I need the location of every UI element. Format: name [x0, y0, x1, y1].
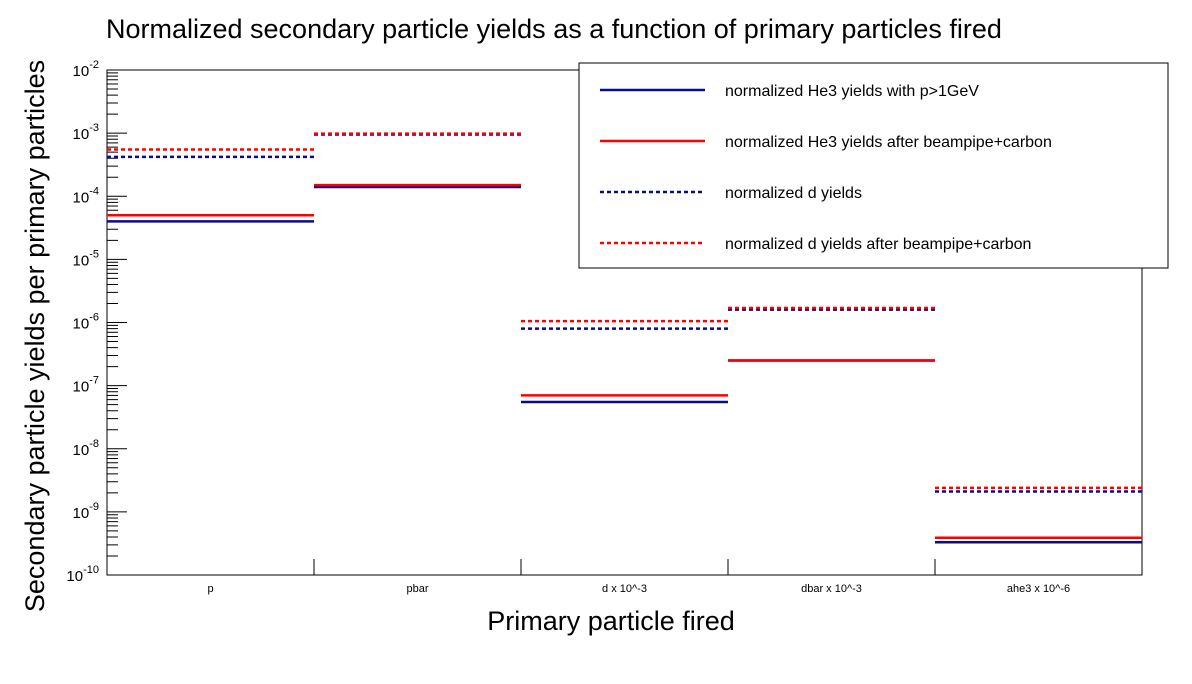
y-axis-title: Secondary particle yields per primary pa… [20, 60, 50, 612]
x-axis: p pbar d x 10^-3 dbar x 10^-3 ahe3 x 10^-6 [207, 559, 1070, 595]
x-tick-label: pbar [406, 583, 428, 595]
series-layer [107, 132, 1142, 544]
x-tick-label: ahe3 x 10^-6 [1007, 583, 1070, 595]
y-tick-label: 10-4 [73, 185, 99, 206]
chart-title: Normalized secondary particle yields as … [106, 14, 1002, 44]
legend-label: normalized He3 yields after beampipe+car… [725, 134, 1052, 151]
legend-box [578, 62, 1169, 269]
y-tick-label: 10-8 [73, 438, 99, 459]
x-tick-label: dbar x 10^-3 [801, 583, 862, 595]
y-tick-label: 10-9 [73, 501, 99, 522]
y-tick-label: 10-5 [73, 248, 99, 269]
y-tick-label: 10-7 [73, 375, 99, 396]
legend-label: normalized d yields after beampipe+carbo… [725, 236, 1031, 253]
x-tick-label: p [207, 583, 213, 595]
y-tick-label: 10-10 [66, 564, 99, 585]
y-tick-label: 10-6 [73, 312, 99, 333]
y-axis: 10-10 10-9 10-8 10-7 10-6 10-5 10-4 10-3 10-2 [66, 59, 127, 585]
x-tick-label: d x 10^-3 [602, 583, 647, 595]
legend: normalized He3 yields with p>1GeV normali… [578, 62, 1169, 269]
x-axis-title: Primary particle fired [487, 606, 735, 636]
y-tick-label: 10-2 [73, 59, 99, 80]
y-tick-label: 10-3 [73, 122, 99, 143]
legend-label: normalized He3 yields with p>1GeV [725, 83, 979, 100]
legend-label: normalized d yields [725, 185, 862, 202]
